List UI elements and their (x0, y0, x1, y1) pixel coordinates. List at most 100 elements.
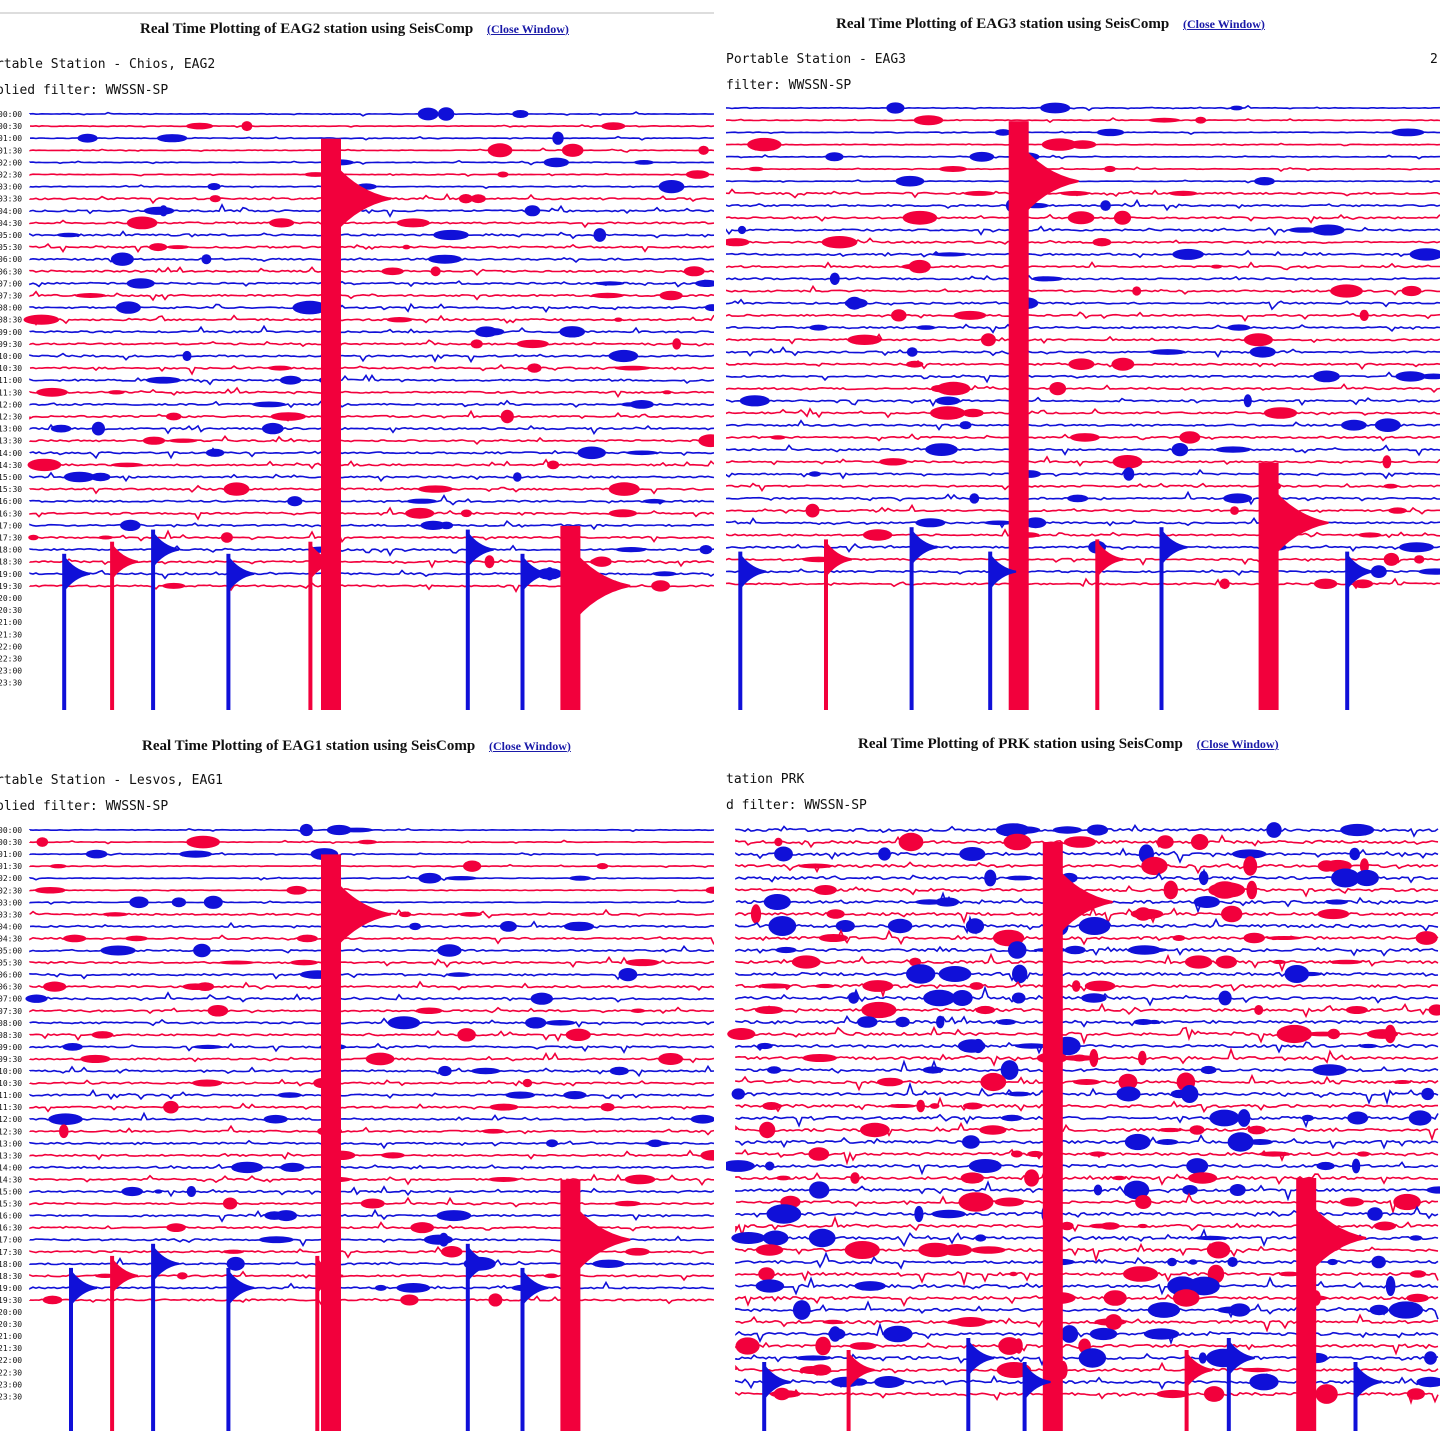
time-label: 15:00 (0, 1188, 22, 1197)
event-blob (1081, 993, 1107, 1003)
close-window-link[interactable]: (Close Window) (1182, 17, 1265, 31)
minor-earthquake-trace (738, 551, 743, 710)
event-blob (142, 436, 166, 445)
event-blob (171, 897, 187, 908)
trace-line (726, 323, 1440, 334)
event-blob (849, 1342, 877, 1350)
event-blob (1060, 190, 1090, 196)
event-blob (1064, 945, 1086, 955)
event-blob (62, 1043, 83, 1051)
event-blob (1393, 1193, 1421, 1211)
event-blob (1009, 1271, 1018, 1277)
event-blob (1367, 1207, 1383, 1221)
time-label: 17:00 (0, 1236, 22, 1245)
event-blob (1024, 517, 1047, 529)
time-label: 23:30 (0, 1392, 22, 1401)
close-window-link[interactable]: (Close Window) (1196, 737, 1279, 751)
trace-line (726, 528, 1440, 539)
close-window-label: Close Window (490, 22, 565, 36)
event-blob (125, 935, 148, 942)
event-blob (439, 521, 454, 530)
trace-line (29, 124, 714, 128)
trace-line (29, 569, 714, 580)
event-blob (1331, 868, 1360, 888)
event-blob (755, 1279, 785, 1293)
trace-line (726, 130, 1440, 135)
event-blob (726, 238, 750, 247)
trace-line (735, 1180, 1438, 1202)
event-blob (735, 1337, 760, 1355)
event-blob (1420, 373, 1440, 380)
trace-line (29, 1102, 714, 1113)
trace-line (29, 314, 714, 326)
event-blob (850, 1172, 860, 1184)
event-blob (516, 339, 549, 349)
event-blob (1416, 1376, 1440, 1388)
trace-line (29, 1163, 714, 1170)
trace-line (735, 1121, 1439, 1142)
event-blob (887, 1104, 916, 1108)
time-label: 06:30 (0, 267, 22, 276)
event-blob (177, 1272, 188, 1280)
trace-line (726, 503, 1440, 515)
trace-line (735, 1192, 1439, 1215)
event-blob (27, 458, 62, 472)
event-blob (156, 134, 188, 143)
trace-line (29, 920, 714, 929)
event-blob (775, 946, 797, 954)
major-earthquake-trace-coda (330, 874, 391, 955)
event-blob (792, 1300, 811, 1320)
event-blob (822, 1319, 844, 1325)
trace-line (29, 944, 714, 954)
event-blob (1206, 1241, 1231, 1259)
event-blob (49, 863, 67, 869)
trace-line (726, 455, 1440, 467)
event-blob (1210, 264, 1223, 269)
time-label: 03:00 (0, 898, 22, 907)
event-blob (1384, 1024, 1396, 1044)
event-blob (62, 934, 87, 943)
event-blob (569, 875, 592, 881)
major-earthquake-trace-coda (1306, 1198, 1367, 1278)
trace-line (29, 852, 714, 857)
event-blob (1040, 102, 1071, 114)
close-window-link[interactable]: (Close Window) (488, 739, 571, 753)
event-blob (1190, 834, 1209, 850)
event-blob (1414, 555, 1425, 564)
event-blob (561, 143, 584, 157)
event-blob (231, 1161, 264, 1174)
event-blob (1041, 138, 1078, 151)
time-label: 17:00 (0, 521, 22, 530)
event-blob (914, 1205, 924, 1223)
event-blob (1359, 858, 1369, 874)
event-blob (600, 1102, 615, 1112)
event-blob (43, 981, 67, 992)
event-blob (1182, 1185, 1198, 1195)
seismogram-panel-prk: Real Time Plotting of PRK station using … (726, 720, 1440, 1431)
event-blob (100, 945, 136, 956)
event-blob (1156, 1139, 1179, 1145)
time-label: 03:00 (0, 183, 22, 192)
event-blob (1014, 1043, 1048, 1049)
event-blob (704, 304, 714, 312)
event-blob (595, 281, 625, 286)
event-blob (1147, 1302, 1181, 1318)
event-blob (296, 934, 318, 943)
event-blob (270, 412, 307, 421)
event-blob (813, 885, 837, 895)
minor-earthquake-trace (1022, 1362, 1027, 1431)
event-blob (1067, 211, 1095, 225)
trace-line (726, 346, 1440, 359)
event-blob (1005, 875, 1034, 881)
time-label: 18:00 (0, 1260, 22, 1269)
event-blob (975, 1234, 987, 1242)
trace-line (29, 1270, 714, 1282)
event-blob (901, 263, 926, 270)
trace-line (29, 520, 714, 531)
event-blob (162, 582, 186, 589)
trace-line (29, 159, 714, 166)
trace-line (29, 135, 714, 141)
event-blob (1172, 1289, 1200, 1307)
close-window-link[interactable]: (Close Window) (486, 22, 569, 36)
minor-earthquake-trace-coda (153, 531, 180, 568)
